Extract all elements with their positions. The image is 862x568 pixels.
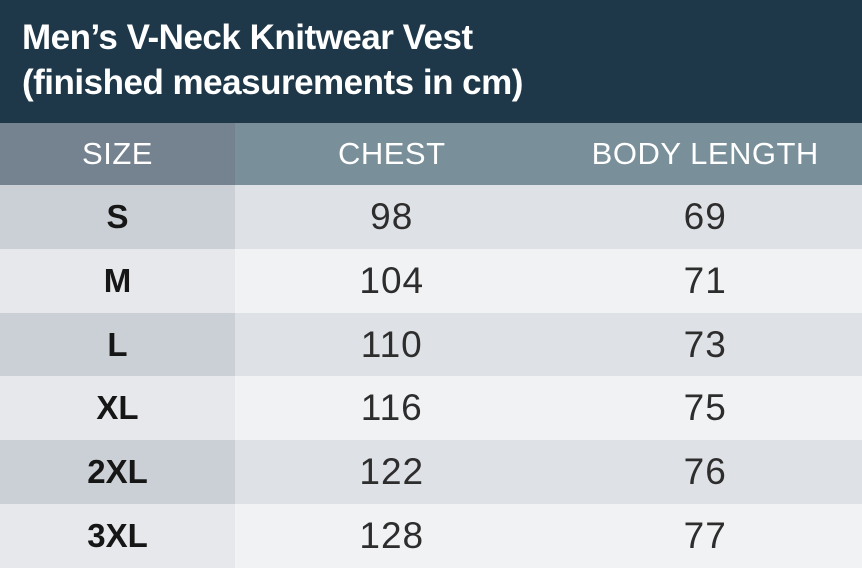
title-line-1: Men’s V-Neck Knitwear Vest [22, 18, 473, 57]
size-cell: M [0, 248, 235, 313]
size-cell: XL [0, 376, 235, 441]
size-cell: 3XL [0, 504, 235, 568]
table-row: L 110 73 [0, 312, 862, 377]
body-length-cell: 71 [548, 248, 862, 313]
chest-cell: 110 [235, 312, 549, 377]
body-length-cell: 76 [548, 440, 862, 505]
chart-title: Men’s V-Neck Knitwear Vest (finished mea… [0, 0, 862, 123]
chest-cell: 122 [235, 440, 549, 505]
column-header-chest: CHEST [235, 123, 549, 185]
chest-cell: 104 [235, 248, 549, 313]
chest-cell: 116 [235, 376, 549, 441]
table-row: 2XL 122 76 [0, 440, 862, 505]
table-row: M 104 71 [0, 248, 862, 313]
table-header-row: SIZE CHEST BODY LENGTH [0, 123, 862, 185]
size-cell: 2XL [0, 440, 235, 505]
chest-cell: 128 [235, 504, 549, 568]
title-line-2: (finished measurements in cm) [22, 63, 523, 102]
column-header-body-length: BODY LENGTH [548, 123, 862, 185]
body-length-cell: 77 [548, 504, 862, 568]
body-length-cell: 69 [548, 185, 862, 249]
size-cell: S [0, 185, 235, 249]
body-length-cell: 75 [548, 376, 862, 441]
size-cell: L [0, 312, 235, 377]
table-row: S 98 69 [0, 185, 862, 249]
body-length-cell: 73 [548, 312, 862, 377]
table-row: XL 116 75 [0, 376, 862, 441]
table-row: 3XL 128 77 [0, 504, 862, 568]
column-header-size: SIZE [0, 123, 235, 185]
chest-cell: 98 [235, 185, 549, 249]
